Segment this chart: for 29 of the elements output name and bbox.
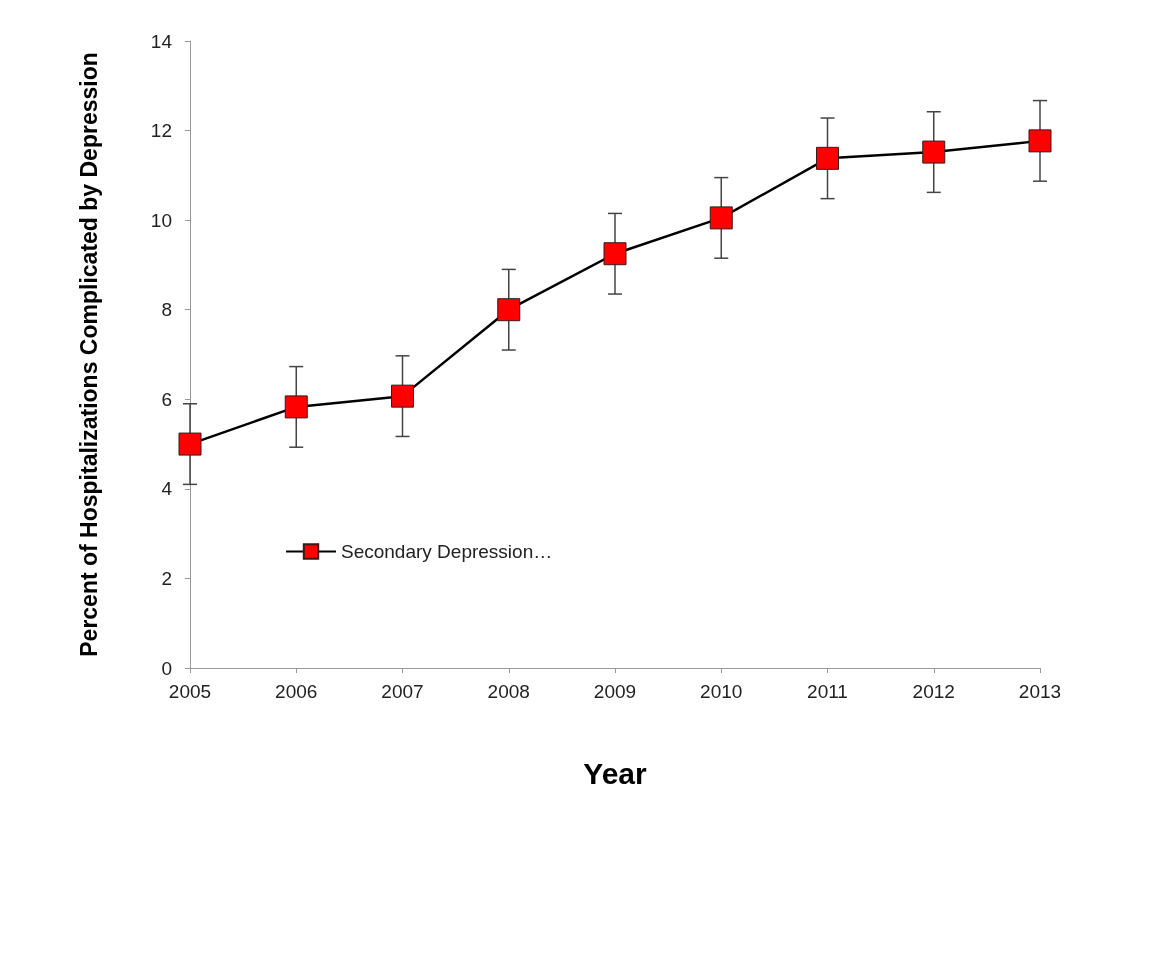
x-tick-label: 2012 [912,681,955,702]
y-axis-title: Percent of Hospitalizations Complicated by Depression [75,52,102,657]
x-tick-label: 2006 [275,681,318,702]
y-tick-label: 4 [161,478,173,500]
x-axis-title: Year [583,756,648,790]
point [709,206,733,230]
point [603,242,627,266]
point [816,146,839,170]
point [391,384,414,408]
point [284,395,308,419]
x-tick-label: 2008 [487,681,530,702]
x-tick-label: 2007 [381,681,424,702]
point [178,432,202,456]
y-tick-label: 14 [150,30,173,52]
y-tick-label: 6 [161,388,172,410]
y-tick-label: 0 [161,657,172,679]
legend-label: Secondary Depression… [341,541,553,562]
x-tick-label: 2013 [1018,681,1062,702]
y-tick-label: 8 [161,299,172,321]
y-tick-label: 10 [150,209,172,231]
x-tick-label: 2010 [700,681,743,702]
x-tick-label: 2011 [807,681,848,702]
y-tick-label: 12 [150,120,172,142]
point [497,298,521,322]
x-tick-label: 2005 [168,681,212,702]
x-tick-label: 2009 [593,681,637,702]
point [922,140,946,164]
point [1028,129,1052,153]
y-tick-label: 2 [161,567,172,589]
